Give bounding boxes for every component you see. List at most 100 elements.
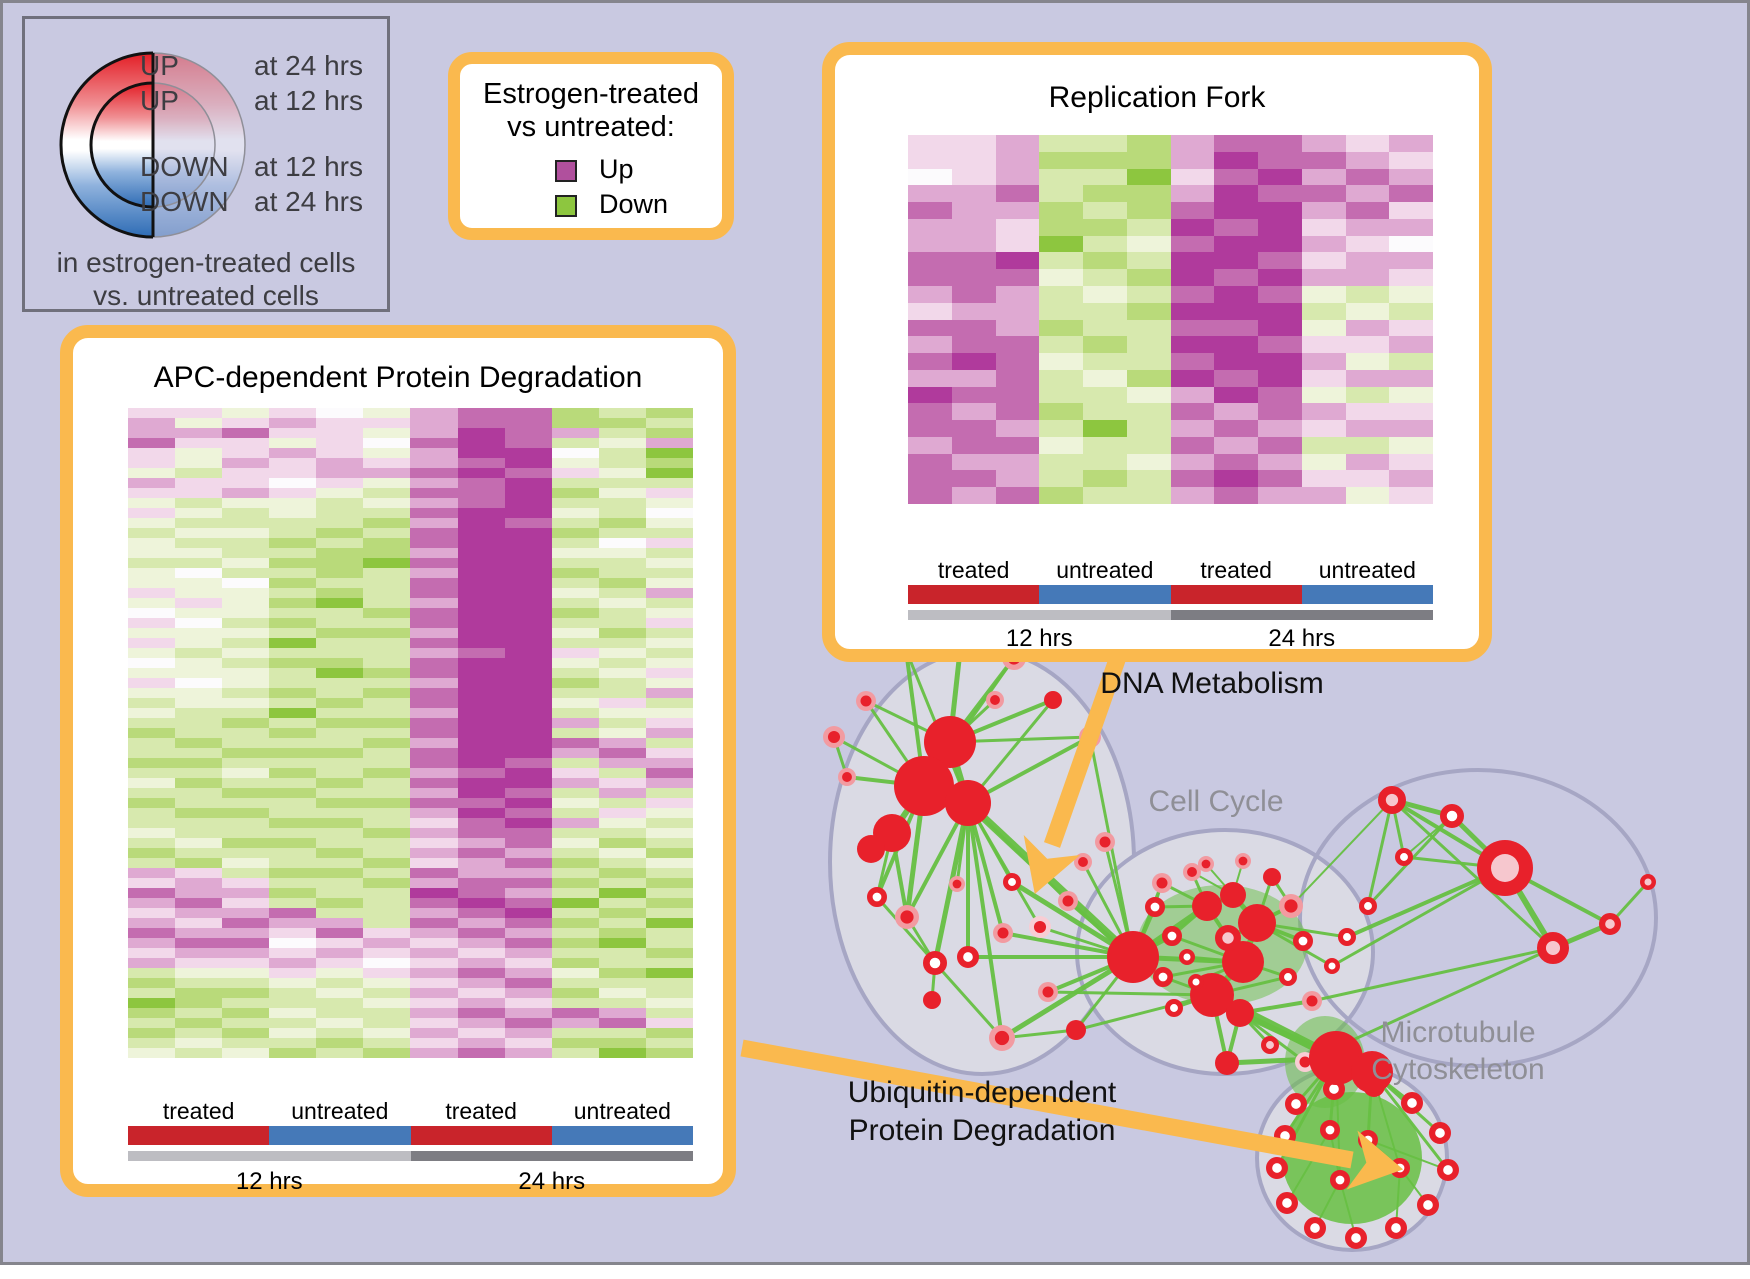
heatmap-cell <box>316 518 364 528</box>
heatmap-cell <box>1301 353 1346 370</box>
heatmap-cell <box>457 898 505 908</box>
heatmap-cell <box>995 336 1040 354</box>
heatmap-cell <box>316 908 364 918</box>
heatmap-cell <box>645 1018 693 1028</box>
heatmap-cell <box>1170 369 1215 387</box>
heatmap-cell <box>128 858 176 868</box>
gene-node-m5 <box>1598 913 1621 936</box>
network-label-ubiquitin-line1: Ubiquitin-dependent <box>848 1076 1117 1109</box>
heatmap-cell <box>222 838 270 848</box>
heatmap-cell <box>457 968 505 978</box>
heatmap-cell <box>363 678 411 688</box>
heatmap-cell <box>1258 470 1302 488</box>
heatmap-cell <box>128 408 176 418</box>
heatmap-cell <box>908 436 952 454</box>
heatmap-cell <box>457 678 505 688</box>
heatmap-cell <box>363 648 411 658</box>
heatmap-cell <box>504 1028 552 1038</box>
heatmap-cell <box>951 336 996 354</box>
heatmap-cell <box>269 968 317 978</box>
treated-bar <box>410 1126 552 1145</box>
heatmap-cell <box>316 648 364 658</box>
heatmap-cell <box>316 758 364 768</box>
heatmap-cell <box>504 558 552 568</box>
heatmap-cell <box>995 386 1040 404</box>
heatmap-cell <box>1389 353 1433 370</box>
heatmap-cell <box>316 618 364 628</box>
heatmap-cell <box>504 928 552 938</box>
heatmap-cell <box>645 1038 693 1048</box>
heatmap-cell <box>645 578 693 588</box>
heatmap-cell <box>645 648 693 658</box>
heatmap-cell <box>504 488 552 498</box>
heatmap-cell <box>222 878 270 888</box>
heatmap-cell <box>316 968 364 978</box>
heatmap-cell <box>551 848 599 858</box>
heatmap-cell <box>363 738 411 748</box>
heatmap-cell <box>457 908 505 918</box>
heatmap-cell <box>1039 235 1083 253</box>
heatmap-cell <box>410 848 458 858</box>
heatmap-cell <box>598 718 646 728</box>
heatmap-cell <box>457 1008 505 1018</box>
heatmap-cell <box>175 978 223 988</box>
heatmap-cell <box>598 548 646 558</box>
heatmap-cell <box>1301 302 1346 320</box>
heatmap-cell <box>1301 420 1346 437</box>
heatmap-cell <box>995 151 1040 169</box>
heatmap-cell <box>175 508 223 518</box>
heatmap-cell <box>1039 369 1083 387</box>
heatmap-cell <box>551 998 599 1008</box>
heatmap-cell <box>551 1028 599 1038</box>
heatmap-cell <box>175 568 223 578</box>
heatmap-cell <box>222 558 270 568</box>
heatmap-cell <box>551 1018 599 1028</box>
heatmap-cell <box>128 628 176 638</box>
heatmap-cell <box>363 458 411 468</box>
heatmap-cell <box>995 319 1040 337</box>
heatmap-cell <box>645 668 693 678</box>
heatmap-cell <box>316 838 364 848</box>
heatmap-cell <box>316 938 364 948</box>
heatmap-cell <box>269 698 317 708</box>
heatmap-cell <box>269 768 317 778</box>
heatmap-cell <box>410 608 458 618</box>
heatmap-cell <box>1039 403 1083 421</box>
heatmap-cell <box>1258 285 1302 303</box>
heatmap-cell <box>363 528 411 538</box>
heatmap-cell <box>645 1028 693 1038</box>
heatmap-cell <box>457 438 505 448</box>
heatmap-cell <box>645 718 693 728</box>
heatmap-cell <box>410 808 458 818</box>
heatmap-cell <box>175 968 223 978</box>
heatmap-cell <box>598 408 646 418</box>
heatmap-cell <box>504 768 552 778</box>
heatmap-cell <box>316 678 364 688</box>
heatmap-cell <box>410 598 458 608</box>
heatmap-cell <box>1039 218 1083 236</box>
heatmap-cell <box>128 948 176 958</box>
heatmap-cell <box>1301 470 1346 488</box>
heatmap-cell <box>1389 487 1433 504</box>
network-edge <box>1366 799 1394 907</box>
heatmap-cell <box>1126 487 1171 504</box>
heatmap-cell <box>598 698 646 708</box>
heatmap-cell <box>504 738 552 748</box>
network-label-ubiquitin-line2: Protein Degradation <box>849 1114 1116 1147</box>
heatmap-cell <box>951 487 996 504</box>
heatmap-cell <box>222 428 270 438</box>
heatmap-cell <box>598 618 646 628</box>
heatmap-cell <box>645 518 693 528</box>
gene-node-c21 <box>1238 856 1248 866</box>
heatmap-cell <box>222 1018 270 1028</box>
heatmap-cell <box>316 1038 364 1048</box>
gene-node-d15 <box>922 950 947 975</box>
heatmap-cell <box>1301 151 1346 169</box>
heatmap-cell <box>1170 487 1215 504</box>
heatmap-cell <box>457 728 505 738</box>
heatmap-cell <box>128 658 176 668</box>
heatmap-cell <box>645 878 693 888</box>
heatmap-cell <box>316 988 364 998</box>
heatmap-cell <box>175 618 223 628</box>
heatmap-cell <box>504 868 552 878</box>
